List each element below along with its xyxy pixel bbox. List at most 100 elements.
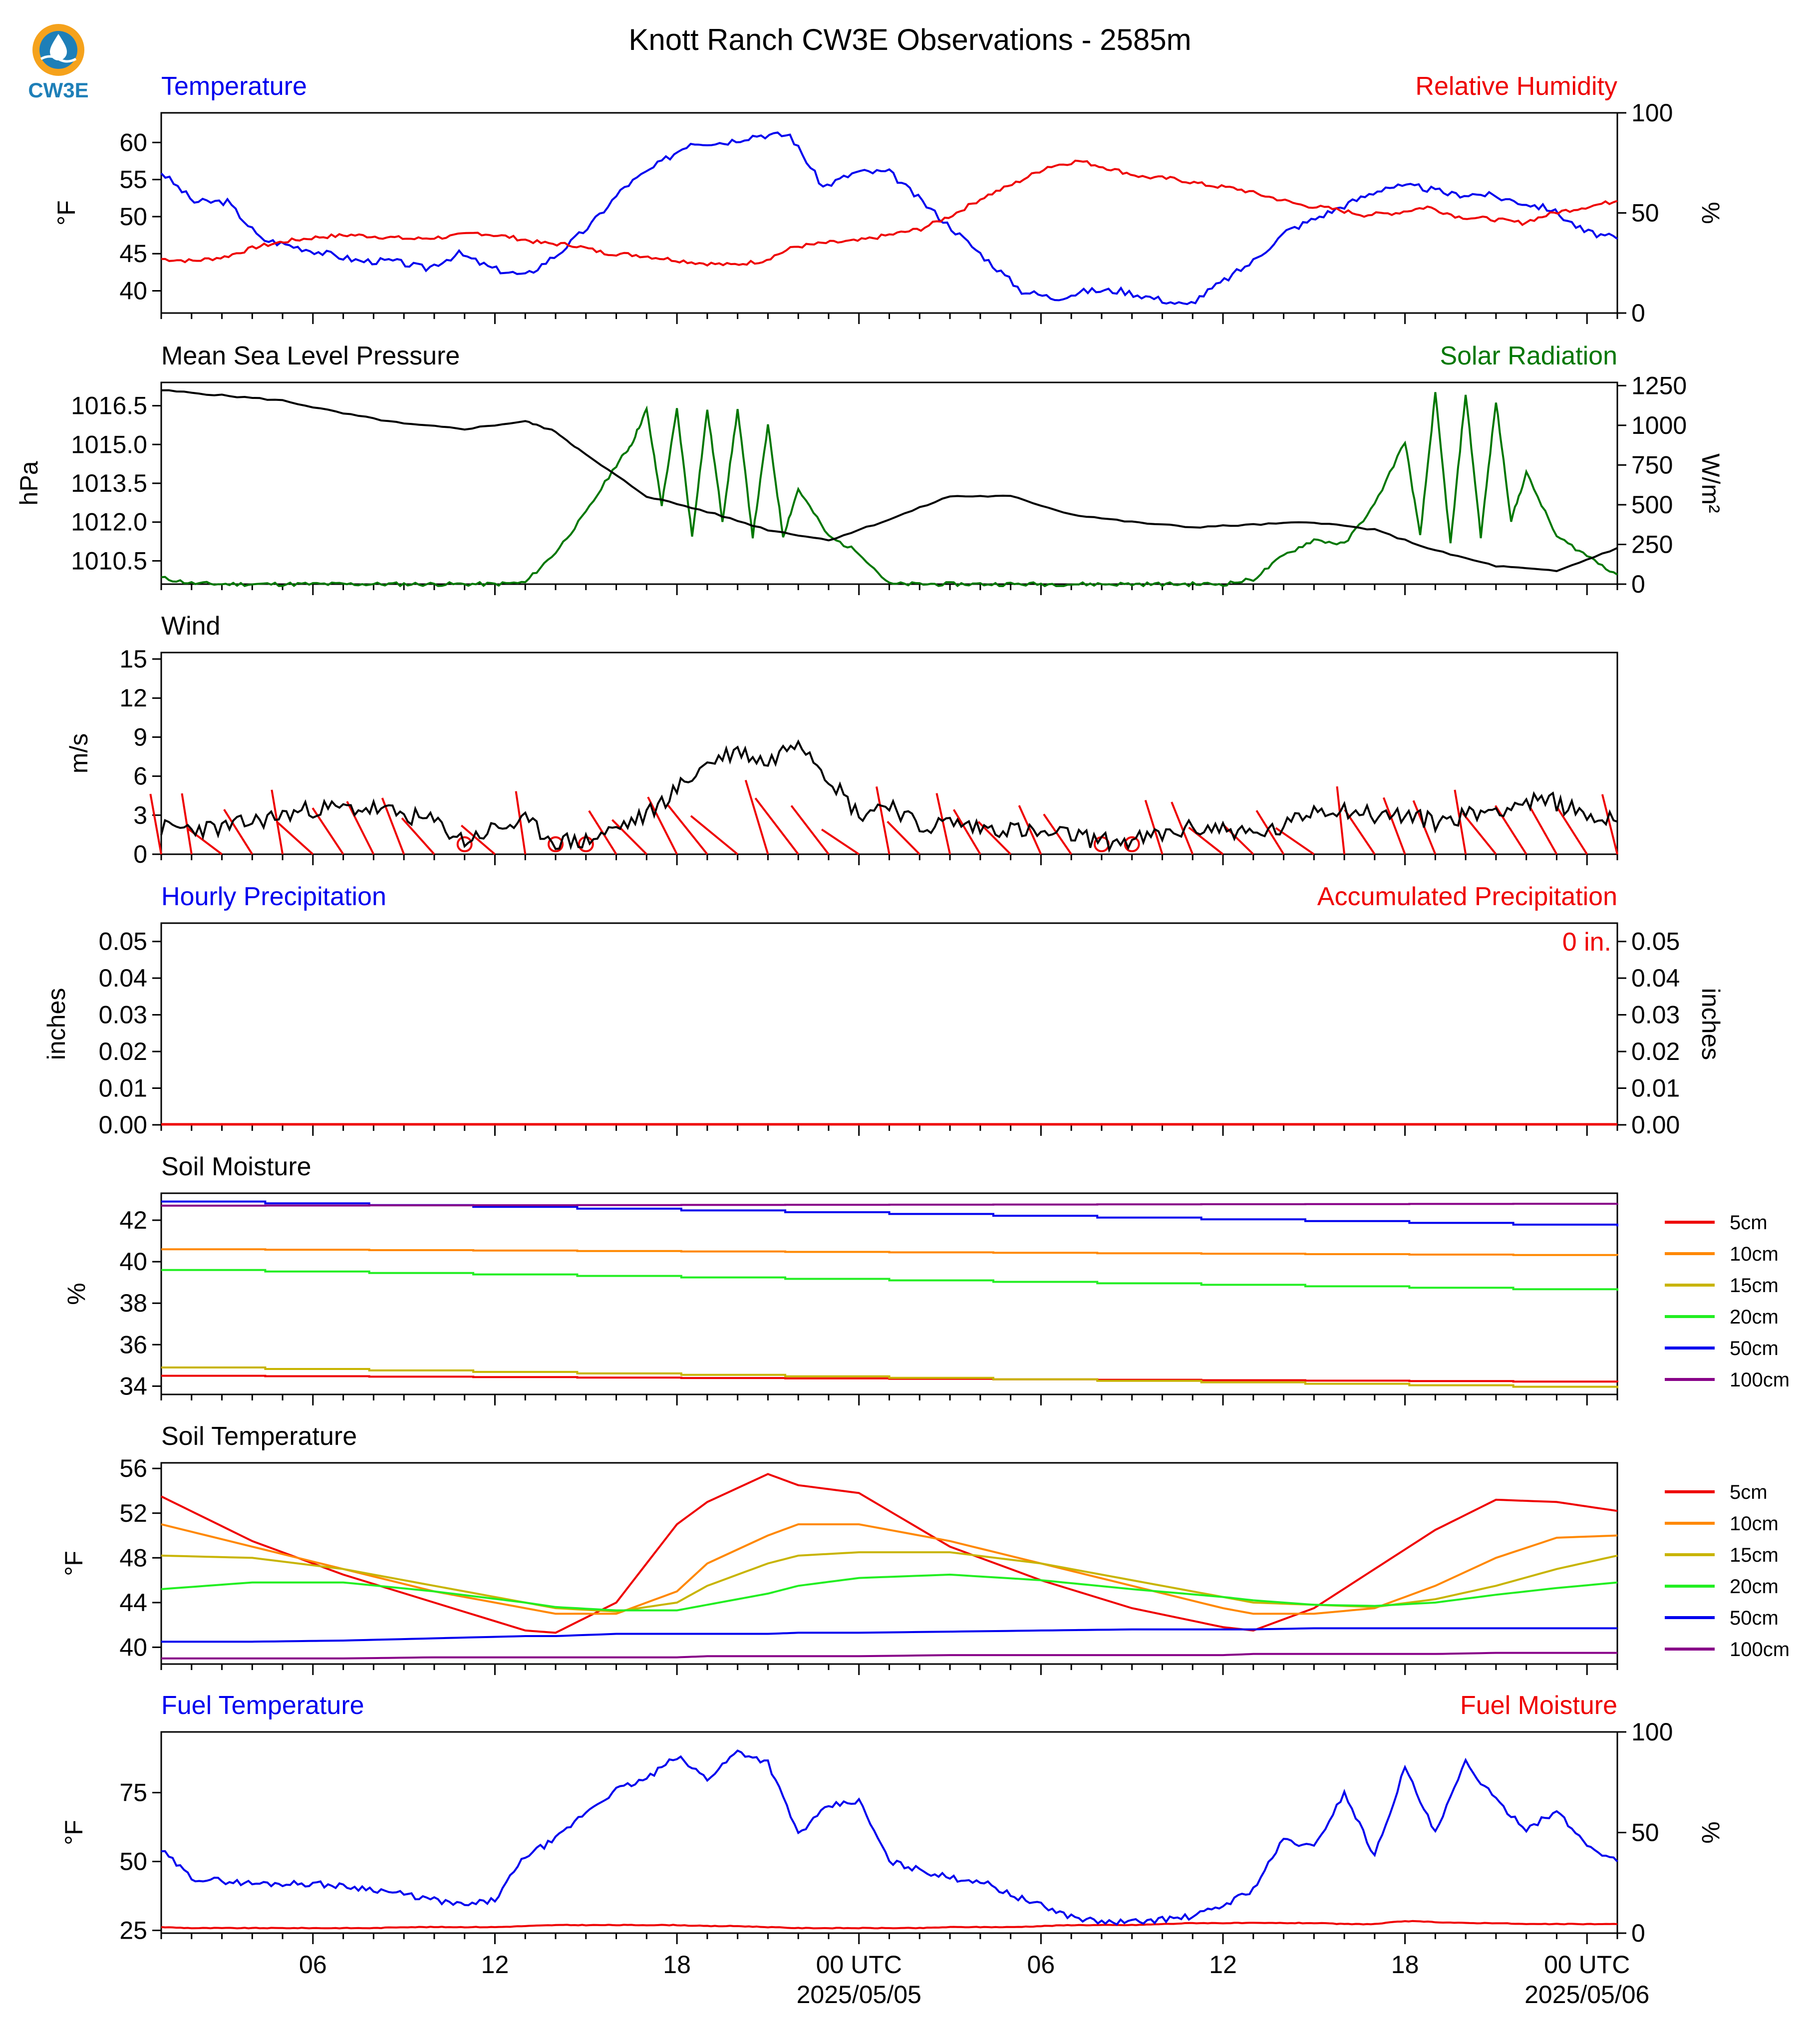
- wind-barb: [1043, 813, 1072, 855]
- wind-barb: [821, 828, 860, 855]
- x-date-label: 2025/05/06: [1524, 1981, 1649, 2009]
- wind-barb: [223, 809, 254, 855]
- series-soil-temperature-5cm: [161, 1473, 1618, 1634]
- y-left-tick-label: 1012.0: [71, 508, 147, 536]
- series-soil-temperature-20cm: [161, 1573, 1618, 1612]
- panel-title-left: Hourly Precipitation: [161, 882, 386, 911]
- wind-barb: [1018, 805, 1042, 855]
- wind-barb: [1494, 805, 1527, 855]
- wind-barb-calm: [456, 836, 473, 852]
- y-right-tick-label: 500: [1631, 491, 1673, 519]
- legend-label: 50cm: [1730, 1338, 1779, 1359]
- y-left-tick-label: 60: [119, 128, 147, 156]
- y-left-tick-label: 0.01: [99, 1074, 147, 1102]
- y-left-tick-label: 0.05: [99, 928, 147, 956]
- wind-barb: [754, 797, 799, 855]
- y-left-tick-label: 40: [119, 277, 147, 305]
- panel-soil-temperature: Soil Temperature 40 44 48 52 56 °F 5cm 10cm 15cm 2…: [60, 1422, 1790, 1675]
- series-soil-temperature-15cm: [161, 1551, 1618, 1613]
- panel-title-left: Wind: [161, 612, 220, 641]
- wind-barb: [1144, 800, 1164, 855]
- wind-barb: [1255, 810, 1285, 855]
- y-right-axis-label: inches: [1697, 988, 1725, 1060]
- legend-label: 15cm: [1730, 1275, 1779, 1297]
- plot-frame-4: [160, 1192, 1618, 1395]
- wind-barb: [876, 786, 891, 855]
- legend-label: 100cm: [1730, 1639, 1790, 1661]
- y-left-tick-label: 44: [119, 1589, 147, 1617]
- y-left-tick-label: 48: [119, 1544, 147, 1572]
- legend-label: 100cm: [1730, 1369, 1790, 1391]
- wind-barb: [181, 793, 193, 855]
- panel-title-left: Mean Sea Level Pressure: [161, 341, 460, 370]
- panel-title-right: Accumulated Precipitation: [1317, 882, 1617, 911]
- y-right-tick-label: 0.01: [1631, 1074, 1680, 1102]
- x-tick-label: 00 UTC: [816, 1951, 902, 1979]
- y-right-tick-label: 0: [1631, 570, 1645, 598]
- accumulated-total-label: 0 in.: [1562, 928, 1611, 957]
- y-right-tick-label: 0.05: [1631, 928, 1680, 956]
- y-left-tick-label: 38: [119, 1289, 147, 1317]
- wind-barb: [1171, 801, 1194, 855]
- wind-barb: [1526, 802, 1558, 855]
- x-tick-label: 18: [663, 1951, 691, 1979]
- wind-barb: [690, 815, 738, 855]
- wind-barb: [1557, 807, 1588, 855]
- panel-title-left: Soil Moisture: [161, 1152, 311, 1181]
- y-left-tick-label: 1015.0: [71, 430, 147, 458]
- y-left-tick-label: 45: [119, 240, 147, 268]
- panel-title-left: Soil Temperature: [161, 1422, 357, 1451]
- y-left-axis-label: %: [62, 1283, 90, 1305]
- wind-barb: [1221, 822, 1254, 855]
- wind-barb: [1336, 786, 1346, 855]
- series-soil-moisture-100cm: [161, 1203, 1618, 1207]
- legend-label: 20cm: [1730, 1306, 1779, 1328]
- legend-label: 15cm: [1730, 1544, 1779, 1566]
- panels: Temperature Relative Humidity4045505560°F…: [15, 72, 1790, 2009]
- y-right-tick-label: 750: [1631, 451, 1673, 479]
- y-left-tick-label: 36: [119, 1331, 147, 1358]
- y-left-tick-label: 42: [119, 1206, 147, 1234]
- wind-barb: [935, 793, 951, 855]
- plot-frame-3: [160, 922, 1618, 1126]
- y-right-tick-label: 0.03: [1631, 1001, 1680, 1029]
- y-left-tick-label: 0.04: [99, 964, 147, 992]
- series-temperature: [160, 131, 1618, 306]
- panel-title-right: Solar Radiation: [1440, 341, 1617, 370]
- y-left-axis-label: °F: [60, 1551, 88, 1576]
- y-right-tick-label: 50: [1631, 199, 1659, 227]
- series-wind-speed: [160, 739, 1618, 853]
- series-soil-moisture-15cm: [161, 1366, 1618, 1388]
- y-left-tick-label: 1010.5: [71, 547, 147, 575]
- y-left-tick-label: 9: [133, 723, 147, 751]
- legend-label: 20cm: [1730, 1576, 1779, 1598]
- y-left-axis-label: m/s: [65, 733, 93, 774]
- y-right-tick-label: 0: [1631, 1919, 1645, 1947]
- y-left-tick-label: 12: [119, 684, 147, 712]
- wind-barb: [1462, 812, 1497, 855]
- panel-precipitation: Hourly Precipitation Accumulated Precipit…: [42, 882, 1725, 1139]
- logo-drop-icon: [50, 34, 67, 60]
- wind-barb: [346, 801, 375, 855]
- y-left-tick-label: 0: [133, 840, 147, 868]
- y-left-axis-label: °F: [52, 200, 80, 226]
- y-left-tick-label: 1013.5: [71, 469, 147, 497]
- y-right-axis-label: %: [1697, 1821, 1725, 1843]
- plot-frame-5: [160, 1462, 1618, 1665]
- series-relative-humidity: [161, 159, 1618, 267]
- panel-temperature-humidity: Temperature Relative Humidity 40 45 50 55 60 °F…: [52, 72, 1725, 327]
- x-tick-label: 06: [1027, 1951, 1055, 1979]
- y-right-tick-label: 50: [1631, 1819, 1659, 1847]
- y-right-tick-label: 100: [1631, 1718, 1673, 1746]
- panel-pressure-solar: Mean Sea Level Pressure Solar Radiation 10…: [15, 341, 1725, 598]
- wind-barb: [1275, 827, 1315, 855]
- plot-frame-6: [160, 1731, 1618, 1934]
- wind-barb: [647, 796, 678, 855]
- legend-label: 10cm: [1730, 1513, 1779, 1535]
- y-right-axis-label: W/m²: [1697, 453, 1725, 513]
- y-left-tick-label: 50: [119, 1847, 147, 1875]
- wind-barb-calm: [578, 836, 594, 852]
- series-fuel-moisture: [161, 1920, 1618, 1930]
- plot-frame-1: [160, 381, 1618, 585]
